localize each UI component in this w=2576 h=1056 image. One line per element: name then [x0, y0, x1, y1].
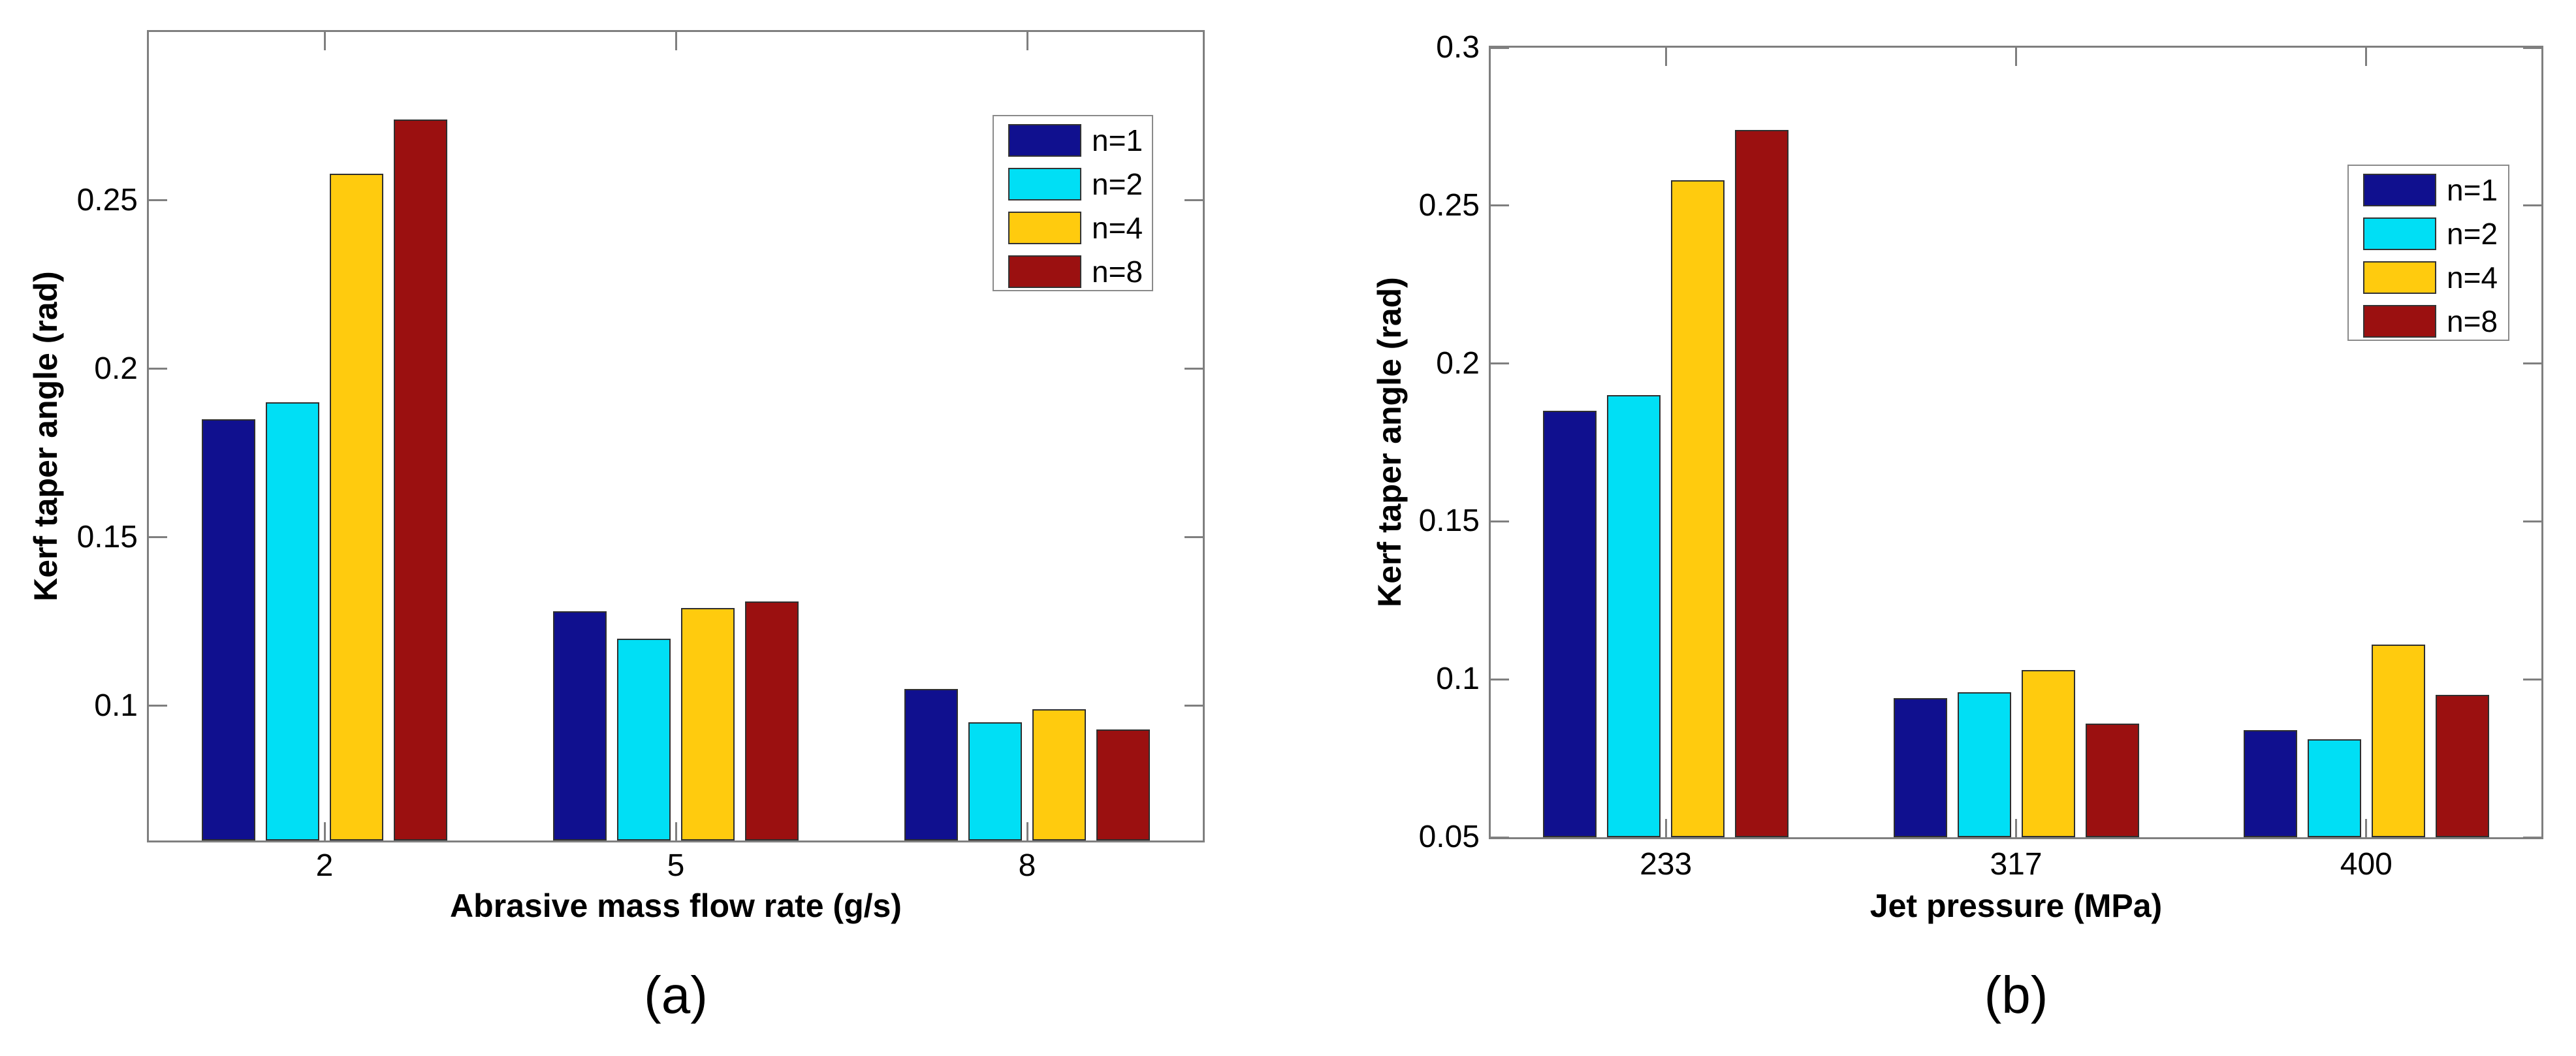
x-tick-label: 400: [2340, 847, 2393, 882]
legend-label-n=1: n=1: [2447, 173, 2498, 207]
y-tick-label: 0.25: [1418, 187, 1480, 223]
bar-400-n=8: [2435, 695, 2489, 837]
x-tick: [1664, 819, 1667, 837]
legend-swatch-n=2: [2363, 217, 2436, 250]
bar-8-n=4: [1032, 709, 1086, 840]
legend-label-n=2: n=2: [2447, 217, 2498, 251]
bar-2-n=2: [266, 402, 319, 840]
bar-2-n=1: [202, 419, 255, 840]
x-tick-label: 233: [1640, 847, 1693, 882]
y-tick-label: 0.25: [76, 182, 138, 217]
x-tick: [1026, 822, 1028, 840]
legend-swatch-n=8: [2363, 305, 2436, 338]
y-tick: [2523, 46, 2541, 49]
x-tick: [2015, 819, 2017, 837]
x-tick-label: 5: [667, 848, 685, 883]
x-tick: [1026, 32, 1028, 50]
x-tick-label: 2: [315, 848, 334, 883]
x-axis-label-b: Jet pressure (MPa): [1869, 888, 2163, 924]
y-tick: [1185, 199, 1203, 202]
bar-233-n=8: [1735, 129, 1789, 837]
bar-400-n=4: [2371, 645, 2425, 837]
y-tick: [2523, 204, 2541, 207]
panel-caption-b: (b): [1984, 966, 2048, 1024]
legend-label-n=8: n=8: [2447, 304, 2498, 338]
bar-317-n=4: [2021, 669, 2075, 837]
y-tick: [1491, 204, 1509, 207]
y-tick-label: 0.2: [94, 351, 138, 386]
x-axis-label-a: Abrasive mass flow rate (g/s): [450, 888, 902, 924]
bar-2-n=8: [394, 120, 447, 840]
y-tick-label: 0.1: [94, 688, 138, 723]
panel-caption-a: (a): [644, 966, 708, 1024]
legend-label-n=8: n=8: [1092, 255, 1143, 289]
y-tick: [1491, 678, 1509, 680]
y-tick: [149, 705, 167, 707]
x-tick-label: 317: [1990, 847, 2043, 882]
bar-8-n=8: [1096, 729, 1150, 840]
legend-swatch-n=4: [2363, 261, 2436, 294]
x-tick: [2015, 48, 2017, 66]
bar-8-n=1: [904, 688, 958, 840]
y-tick-label: 0.1: [1436, 662, 1480, 697]
y-tick: [1491, 46, 1509, 49]
legend-swatch-n=8: [1008, 255, 1081, 288]
legend-label-n=2: n=2: [1092, 167, 1143, 201]
y-tick: [1185, 705, 1203, 707]
bar-233-n=1: [1543, 411, 1597, 837]
x-tick: [1664, 48, 1667, 66]
y-tick: [2523, 836, 2541, 839]
bar-8-n=2: [968, 722, 1022, 840]
bar-400-n=1: [2243, 729, 2297, 837]
y-tick: [149, 536, 167, 539]
x-tick: [675, 32, 677, 50]
legend-swatch-n=1: [1008, 124, 1081, 157]
y-tick-label: 0.05: [1418, 820, 1480, 854]
bar-5-n=1: [553, 611, 607, 840]
y-tick-label: 0.3: [1436, 30, 1480, 65]
legend-swatch-n=1: [2363, 174, 2436, 206]
x-tick: [323, 32, 326, 50]
y-tick: [2523, 520, 2541, 522]
legend-label-n=4: n=4: [2447, 261, 2498, 295]
legend-b: n=1 n=2 n=4 n=8: [2347, 165, 2509, 341]
bar-233-n=2: [1607, 394, 1661, 837]
bar-400-n=2: [2307, 739, 2361, 837]
x-tick: [675, 822, 677, 840]
bar-317-n=2: [1957, 692, 2011, 837]
y-tick: [2523, 678, 2541, 680]
y-tick: [149, 199, 167, 202]
y-tick: [1185, 368, 1203, 370]
y-tick: [1491, 520, 1509, 522]
x-tick: [2365, 819, 2368, 837]
legend-swatch-n=2: [1008, 168, 1081, 200]
legend-a: n=1 n=2 n=4 n=8: [993, 115, 1153, 291]
bar-5-n=8: [745, 601, 799, 840]
y-tick: [149, 368, 167, 370]
y-tick-label: 0.15: [1418, 504, 1480, 539]
y-tick: [1491, 362, 1509, 365]
bar-317-n=1: [1893, 698, 1947, 837]
y-tick: [2523, 362, 2541, 365]
y-tick: [1491, 836, 1509, 839]
y-tick-label: 0.15: [76, 519, 138, 554]
x-tick: [2365, 48, 2368, 66]
legend-label-n=4: n=4: [1092, 211, 1143, 245]
y-tick: [1185, 536, 1203, 539]
bar-5-n=4: [681, 608, 735, 840]
bar-233-n=4: [1671, 180, 1725, 837]
bar-5-n=2: [617, 638, 671, 840]
bar-317-n=8: [2085, 723, 2139, 837]
bar-2-n=4: [330, 173, 383, 840]
legend-label-n=1: n=1: [1092, 123, 1143, 157]
y-axis-label-b: Kerf taper angle (rad): [1371, 277, 1408, 607]
legend-swatch-n=4: [1008, 212, 1081, 244]
x-tick-label: 8: [1018, 848, 1036, 883]
y-tick-label: 0.2: [1436, 345, 1480, 381]
x-tick: [323, 822, 326, 840]
